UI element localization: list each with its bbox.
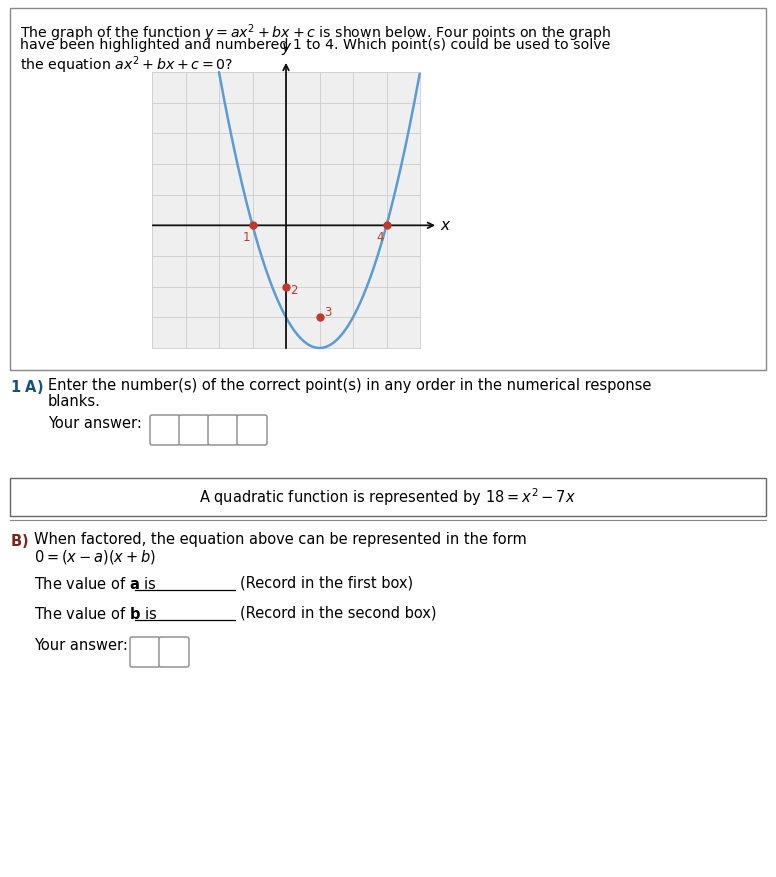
Text: (Record in the second box): (Record in the second box)	[240, 606, 436, 621]
Bar	[10, 478, 766, 516]
FancyBboxPatch shape	[208, 415, 238, 445]
Text: (Record in the first box): (Record in the first box)	[240, 576, 413, 591]
Text: 2: 2	[290, 284, 297, 297]
FancyBboxPatch shape	[150, 415, 180, 445]
FancyBboxPatch shape	[179, 415, 209, 445]
Text: 3: 3	[324, 306, 332, 319]
Text: The value of $\mathbf{b}$ is: The value of $\mathbf{b}$ is	[34, 606, 158, 622]
Text: The graph of the function $y = ax^2 + bx + c$ is shown below. Four points on the: The graph of the function $y = ax^2 + bx…	[20, 22, 611, 44]
Text: $y$: $y$	[281, 41, 293, 57]
Text: blanks.: blanks.	[48, 394, 101, 409]
Text: 4: 4	[376, 231, 384, 244]
FancyBboxPatch shape	[130, 637, 160, 667]
Text: A quadratic function is represented by $18 = x^2 - 7x$: A quadratic function is represented by $…	[199, 486, 577, 508]
FancyBboxPatch shape	[159, 637, 189, 667]
Text: $0 = (x - a)(x + b)$: $0 = (x - a)(x + b)$	[34, 548, 156, 566]
Text: $x$: $x$	[440, 217, 452, 232]
Bar	[10, 8, 766, 370]
Text: Your answer:: Your answer:	[34, 638, 128, 653]
Text: Enter the number(s) of the correct point(s) in any order in the numerical respon: Enter the number(s) of the correct point…	[48, 378, 651, 393]
Bar	[152, 72, 420, 348]
Text: $\bf{B)}$: $\bf{B)}$	[10, 532, 29, 550]
FancyBboxPatch shape	[237, 415, 267, 445]
Text: When factored, the equation above can be represented in the form: When factored, the equation above can be…	[34, 532, 527, 547]
Text: The value of $\mathbf{a}$ is: The value of $\mathbf{a}$ is	[34, 576, 157, 592]
Text: $\bf{1\ A)}$: $\bf{1\ A)}$	[10, 378, 43, 396]
Text: 1: 1	[242, 231, 250, 244]
Text: have been highlighted and numbered 1 to 4. Which point(s) could be used to solve: have been highlighted and numbered 1 to …	[20, 38, 611, 52]
Text: Your answer:: Your answer:	[48, 416, 142, 431]
Text: the equation $ax^2 + bx + c = 0$?: the equation $ax^2 + bx + c = 0$?	[20, 54, 234, 75]
